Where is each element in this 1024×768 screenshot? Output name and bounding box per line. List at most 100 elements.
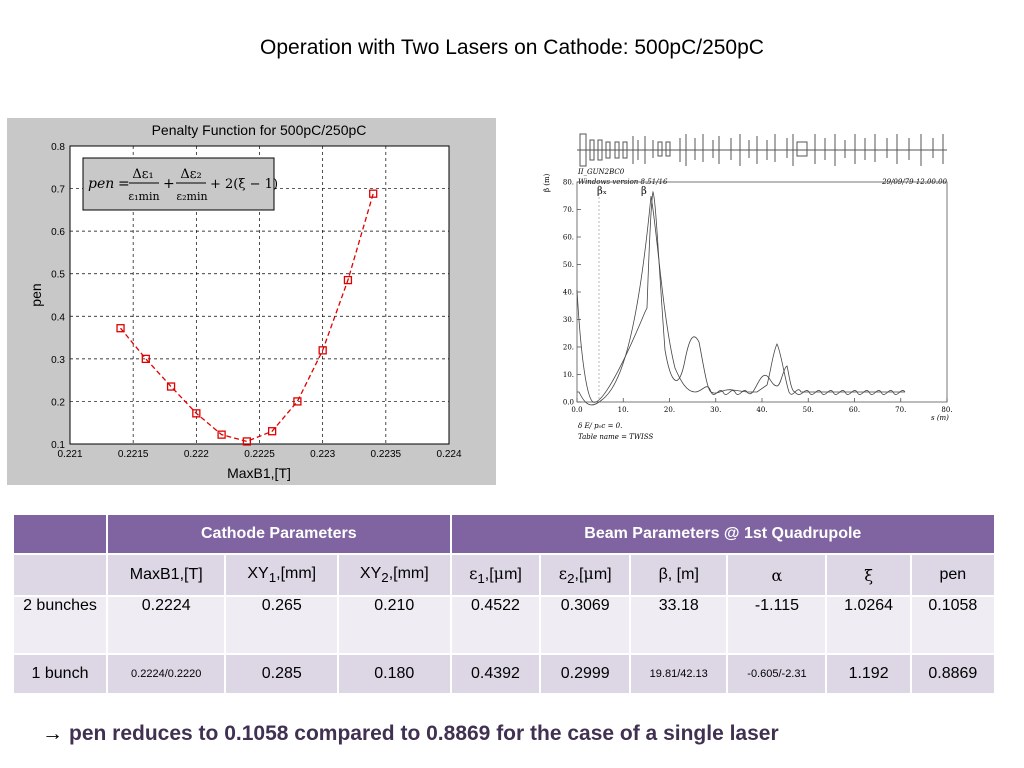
penalty-chart-panel: Penalty Function for 500pC/250pC MaxB1,[…: [7, 118, 496, 485]
twiss-y-tick-label: 20.: [563, 344, 574, 352]
twiss-axes: 0.0 10. 20. 30. 40. 50. 60. 70. 80. 0.0 10. 20. 30. 4…: [563, 179, 953, 415]
cell-alpha: -1.115: [726, 595, 828, 655]
beam-parameters-header: Beam Parameters @ 1st Quadrupole: [449, 513, 997, 555]
data-point: [192, 409, 201, 418]
y-tick-label: 0.1: [51, 440, 65, 451]
formula-t2-den: ε₂min: [176, 190, 207, 203]
twiss-x-tick-label: 0.0: [571, 406, 582, 414]
col-xi: ξ: [825, 553, 912, 597]
formula-t1-den: ε₁min: [128, 190, 159, 203]
empty-corner: [12, 513, 108, 555]
x-tick-label: 0.2235: [371, 449, 402, 460]
cell-xi: 1.0264: [825, 595, 912, 655]
formula-tail: + 2(ξ − 1): [210, 177, 278, 192]
y-tick-label: 0.3: [51, 355, 65, 366]
twiss-x-label: s (m): [931, 414, 949, 422]
twiss-y-tick-label: 80.: [563, 179, 574, 187]
twiss-curves: [576, 185, 906, 406]
twiss-x-tick-label: 10.: [618, 406, 629, 414]
cell-xy2: 0.180: [337, 653, 452, 695]
formula-t2-num: Δε₂: [180, 167, 201, 182]
twiss-x-tick-label: 40.: [756, 406, 767, 414]
cell-eps2: 0.2999: [539, 653, 632, 695]
row-label: 2 bunches: [12, 595, 108, 655]
cell-alpha: -0.605/-2.31: [726, 653, 828, 695]
cell-pen: 0.1058: [909, 595, 997, 655]
x-tick-label: 0.224: [436, 449, 461, 460]
slide-title: Operation with Two Lasers on Cathode: 50…: [260, 36, 764, 59]
twiss-footer-1: δ E/ p₀c = 0.: [578, 422, 622, 430]
col-alpha: α: [726, 553, 828, 597]
y-tick-label: 0.2: [51, 397, 65, 408]
twiss-y-tick-label: 50.: [563, 261, 574, 269]
row-label: 1 bunch: [12, 653, 108, 695]
data-point: [293, 397, 302, 406]
x-tick-label: 0.2225: [244, 449, 275, 460]
table-row-1-bunch: 1 bunch 0.2224/0.2220 0.285 0.180 0.4392…: [12, 653, 997, 695]
beta-x-label: βₓ: [597, 186, 607, 197]
col-xy2: XY2,[mm]: [337, 553, 452, 597]
data-point: [318, 346, 327, 355]
twiss-y-label: β (m): [543, 173, 551, 192]
data-point: [242, 437, 252, 446]
data-point: [166, 382, 176, 391]
y-tick-label: 0.7: [51, 185, 65, 196]
formula-equals: =: [118, 176, 130, 192]
cathode-parameters-header: Cathode Parameters: [106, 513, 452, 555]
twiss-frame: [576, 181, 948, 403]
y-tick-label: 0.8: [51, 142, 65, 153]
x-axis-label: MaxB1,[T]: [227, 465, 291, 481]
data-point: [141, 354, 150, 364]
x-tick-label: 0.2215: [118, 449, 149, 460]
twiss-y-tick-label: 40.: [563, 289, 574, 297]
twiss-x-tick-label: 20.: [664, 406, 675, 414]
table-column-header: MaxB1,[T] XY1,[mm] XY2,[mm] ε1,[μm] ε2,[…: [12, 553, 997, 597]
col-beta: β, [m]: [629, 553, 729, 597]
twiss-x-tick-label: 80.: [941, 406, 952, 414]
tick-labels: 0.221 0.2215 0.222 0.2225 0.223 0.2235 0.224 0.…: [51, 142, 462, 460]
twiss-y-tick-label: 0.0: [563, 399, 574, 407]
cell-beta: 33.18: [629, 595, 729, 655]
y-tick-label: 0.6: [51, 227, 65, 238]
series-pen: [116, 189, 378, 446]
data-point: [369, 189, 378, 198]
formula-plus: +: [163, 176, 175, 192]
table-row-2-bunches: 2 bunches 0.2224 0.265 0.210 0.4522 0.30…: [12, 595, 997, 655]
series-line: [120, 193, 374, 443]
data-point: [217, 430, 226, 439]
col-eps2: ε2,[μm]: [539, 553, 632, 597]
x-tick-label: 0.223: [310, 449, 335, 460]
conclusion-statement: pen reduces to 0.1058 compared to 0.8869…: [69, 722, 779, 745]
x-tick-label: 0.222: [184, 449, 209, 460]
twiss-y-tick-label: 60.: [563, 234, 574, 242]
cell-xy1: 0.265: [224, 595, 340, 655]
cell-maxb1: 0.2224/0.2220: [105, 653, 227, 695]
beamline-layout: [577, 133, 947, 167]
cell-xi: 1.192: [825, 653, 912, 695]
penalty-chart: Penalty Function for 500pC/250pC MaxB1,[…: [28, 122, 462, 481]
twiss-x-tick-label: 60.: [849, 406, 860, 414]
cell-eps2: 0.3069: [539, 595, 632, 655]
formula-lhs: pen: [88, 176, 114, 192]
twiss-y-tick-label: 30.: [563, 316, 574, 324]
col-eps1: ε1,[μm]: [449, 553, 542, 597]
beta-y-label: β: [641, 186, 647, 197]
empty-header-cell: [12, 553, 108, 597]
twiss-footer-2: Table name = TWISS: [578, 433, 653, 441]
twiss-plot: II_GUN2BC0 Windows version 8.51/16 29/09…: [543, 133, 953, 441]
arrow-icon: →: [42, 722, 63, 745]
formula-t1-num: Δε₁: [132, 167, 153, 182]
cell-eps1: 0.4522: [449, 595, 542, 655]
cell-eps1: 0.4392: [449, 653, 542, 695]
twiss-x-tick-label: 30.: [710, 406, 721, 414]
y-tick-label: 0.4: [51, 312, 65, 323]
chart-title: Penalty Function for 500pC/250pC: [152, 122, 367, 138]
conclusion-text: → pen reduces to 0.1058 compared to 0.886…: [42, 722, 779, 746]
beta-x-curve: [576, 190, 905, 403]
cell-xy1: 0.285: [224, 653, 340, 695]
data-point: [343, 275, 353, 285]
cell-maxb1: 0.2224: [105, 595, 227, 655]
parameters-table: Cathode Parameters Beam Parameters @ 1st…: [12, 513, 997, 695]
cell-beta: 19.81/42.13: [629, 653, 729, 695]
col-xy1: XY1,[mm]: [224, 553, 340, 597]
